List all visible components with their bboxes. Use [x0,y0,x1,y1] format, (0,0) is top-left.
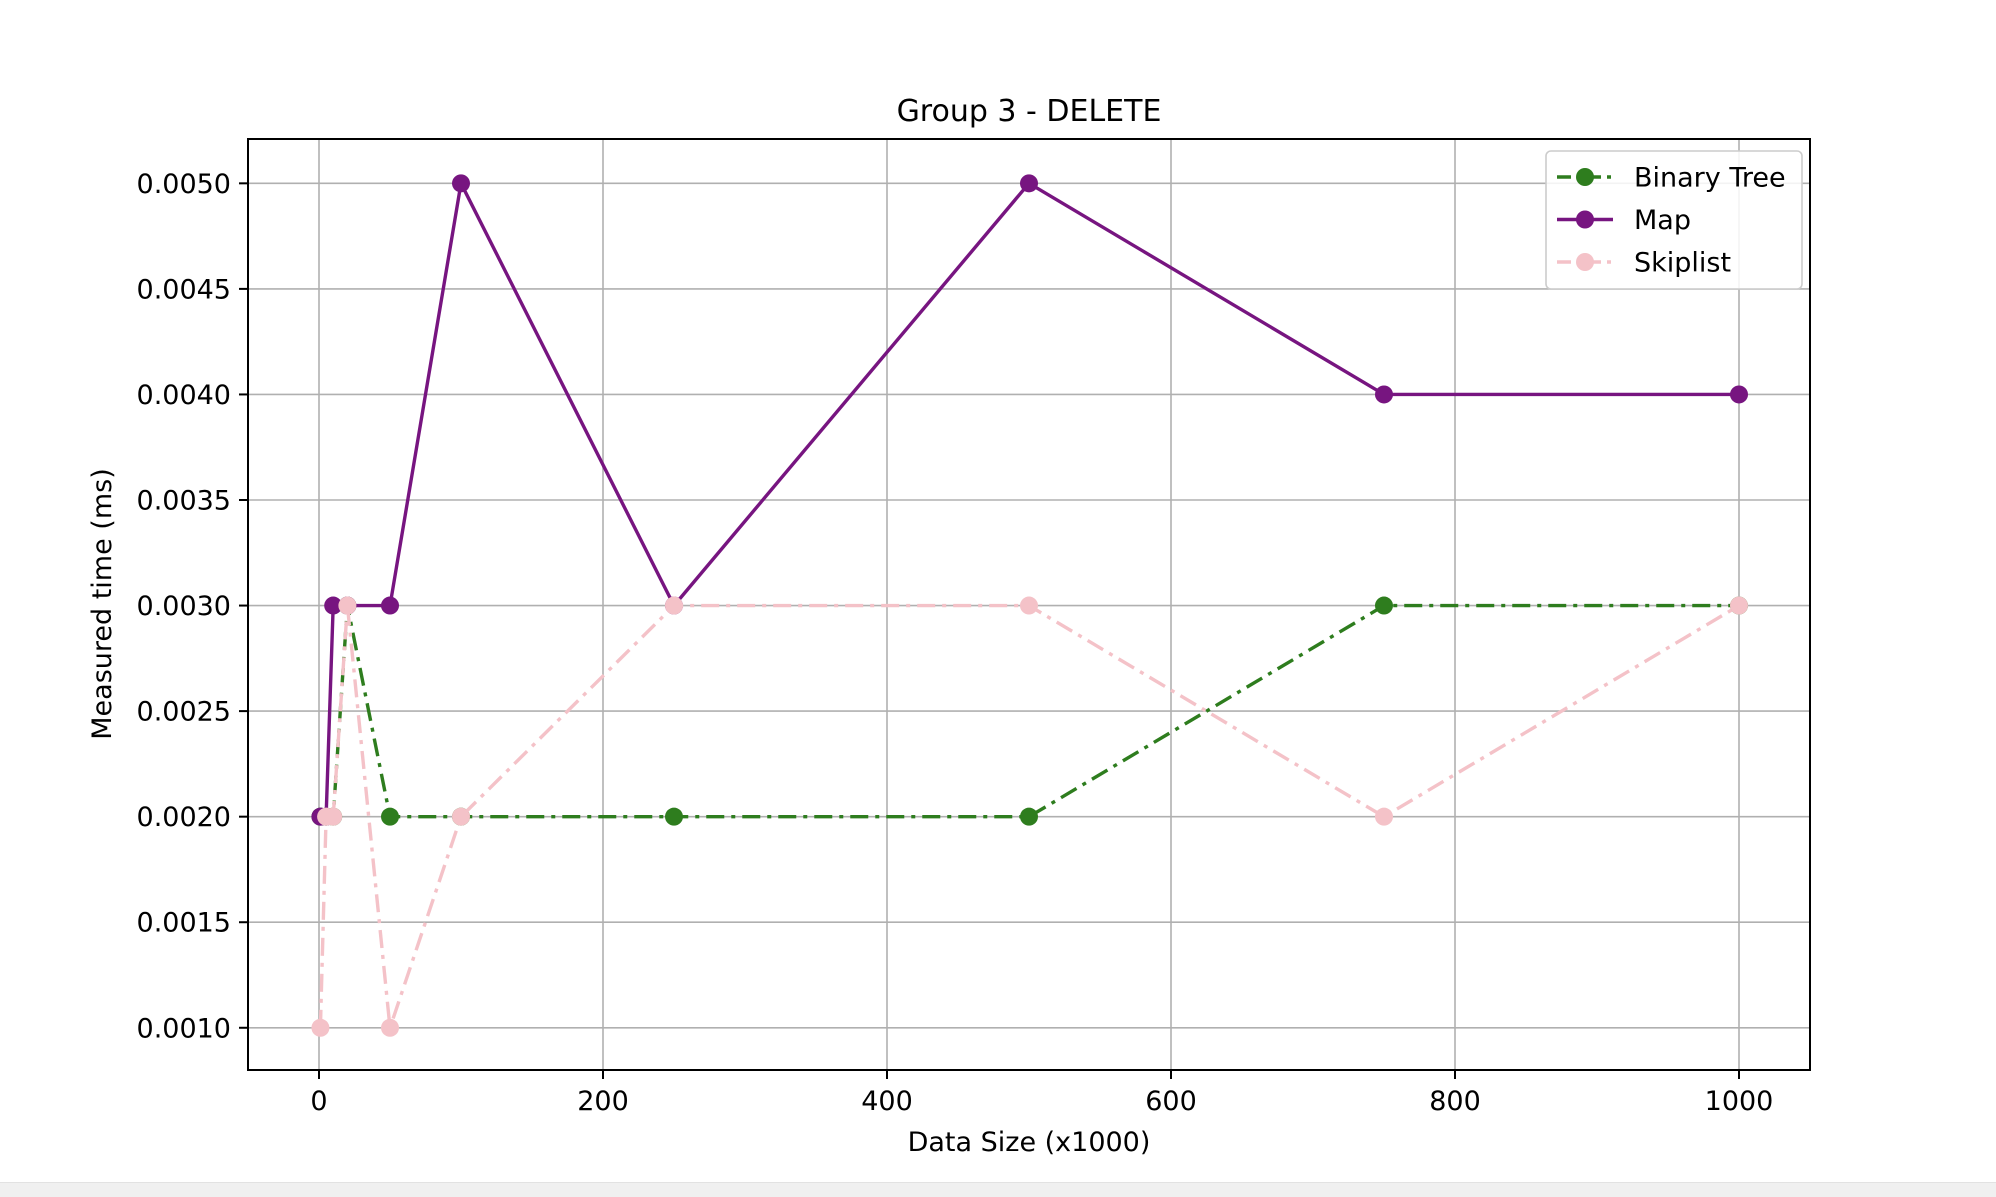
data-point [381,807,399,826]
y-tick-label: 0.0015 [137,908,231,939]
legend-label: Binary Tree [1634,163,1786,194]
data-point [452,174,470,193]
series-layer [311,174,1748,1037]
y-tick-label: 0.0035 [137,486,231,517]
legend-marker [1576,210,1594,229]
y-tick-label: 0.0020 [137,802,231,833]
legend-box [1545,150,1803,290]
data-point [665,807,683,826]
data-point [324,596,343,615]
legend-label: Map [1634,205,1691,236]
x-tick-label: 200 [577,1086,629,1117]
chart-title: Group 3 - DELETE [897,94,1162,129]
data-point [1020,807,1038,826]
x-tick-label: 0 [310,1086,327,1117]
legend-label: Skiplist [1634,248,1731,279]
y-tick-label: 0.0025 [137,697,231,728]
data-point [1375,385,1393,404]
legend-marker [1576,253,1594,271]
data-point [665,596,683,615]
y-tick-label: 0.0045 [137,274,231,305]
data-point [1020,596,1038,615]
y-tick-label: 0.0040 [137,380,231,411]
series-line-map [320,181,1739,819]
data-point [338,596,357,615]
data-point [1375,596,1393,615]
y-tick-label: 0.0050 [137,169,231,200]
window-bottom-edge [0,1182,1996,1197]
data-point [311,1018,330,1037]
plot-frame [247,138,1811,1071]
x-tick-label: 1000 [1705,1086,1774,1117]
data-point [381,1018,399,1037]
data-point [1730,385,1748,404]
y-tick-label: 0.0010 [137,1013,231,1044]
legend: Binary Tree Map Skiplist [1545,150,1803,290]
y-axis: 0.0010 0.0015 0.0020 0.0025 0.0030 0.0035 0.00… [137,169,248,1044]
data-point [381,596,399,615]
legend-marker [1576,168,1594,186]
x-axis-label: Data Size (x1000) [908,1127,1151,1158]
data-point [1375,807,1393,826]
y-axis-label: Measured time (ms) [87,468,118,740]
y-tick-label: 0.0030 [137,591,231,622]
x-tick-label: 600 [1145,1086,1197,1117]
x-tick-label: 800 [1429,1086,1481,1117]
x-axis: 0 200 400 600 800 1000 [310,1070,1773,1117]
data-point [324,807,343,826]
data-point [1020,174,1038,193]
data-point [1730,596,1748,615]
x-tick-label: 400 [861,1086,913,1117]
data-point [452,807,470,826]
